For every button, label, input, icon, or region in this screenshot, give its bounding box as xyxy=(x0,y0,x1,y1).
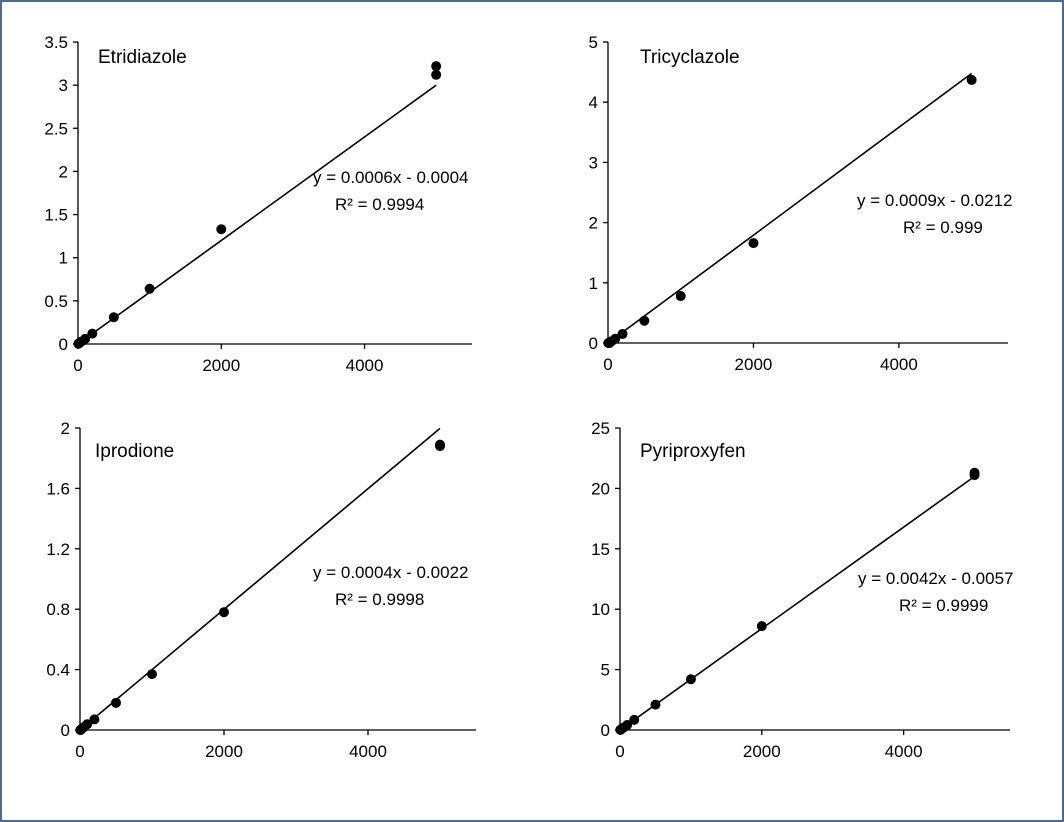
x-tick-label: 2000 xyxy=(202,356,240,375)
chart-title: Etridiazole xyxy=(98,47,187,68)
data-point xyxy=(617,328,628,339)
data-point xyxy=(685,674,696,685)
y-tick-label: 2.5 xyxy=(44,119,68,138)
x-tick-label: 4000 xyxy=(880,355,918,374)
data-points-layer xyxy=(615,467,980,735)
trendline-equation: y = 0.0009x - 0.0212 xyxy=(857,191,1012,210)
data-point xyxy=(216,224,227,235)
data-point xyxy=(147,669,157,680)
y-tick-label: 3 xyxy=(589,153,598,172)
chart-panel-tricyclazole: 0 1 2 3 4 5 0 2000 4000 Tricyclazole y = 0.0009x… xyxy=(589,33,1013,374)
y-tick-label: 15 xyxy=(591,540,610,559)
y-tick-label: 1.5 xyxy=(44,206,68,225)
trendline-layer xyxy=(79,427,441,731)
trendline-equation: y = 0.0004x - 0.0022 xyxy=(313,563,468,582)
y-tick-label: 0.5 xyxy=(44,292,68,311)
data-point xyxy=(650,699,661,710)
y-tick-label: 2 xyxy=(589,214,598,233)
data-point xyxy=(431,69,442,80)
y-tick-label: 0.4 xyxy=(46,661,70,680)
axes-layer: 0 0.5 1 1.5 2 2.5 3 3.5 0 2000 4000 xyxy=(44,33,472,375)
y-tick-label: 1.6 xyxy=(46,479,70,498)
y-tick-label: 2 xyxy=(59,162,68,181)
chart-title: Pyriproxyfen xyxy=(640,441,746,462)
y-tick-label: 5 xyxy=(601,661,610,680)
chart-panel-pyriproxyfen: 0 5 10 15 20 25 0 2000 4000 Pyriproxyfen y = 0.0… xyxy=(591,419,1013,761)
y-tick-label: 2 xyxy=(61,419,70,438)
r-squared-label: R² = 0.9998 xyxy=(335,590,424,609)
data-point xyxy=(219,607,229,618)
r-squared-label: R² = 0.999 xyxy=(903,218,983,237)
data-point xyxy=(966,74,977,85)
r-squared-label: R² = 0.9999 xyxy=(899,596,988,615)
data-point xyxy=(111,697,121,708)
y-tick-label: 1 xyxy=(59,249,68,268)
trendline-equation: y = 0.0042x - 0.0057 xyxy=(858,569,1013,588)
x-tick-label: 2000 xyxy=(735,355,773,374)
trendline xyxy=(79,427,441,731)
data-point xyxy=(969,467,980,478)
data-point xyxy=(435,439,445,450)
r-squared-label: R² = 0.9994 xyxy=(335,195,424,214)
trendline-layer xyxy=(607,72,973,344)
y-tick-label: 1 xyxy=(589,274,598,293)
y-tick-label: 4 xyxy=(589,93,598,112)
data-point xyxy=(622,720,633,731)
data-point xyxy=(89,714,100,725)
axes-layer: 0 1 2 3 4 5 0 2000 4000 xyxy=(589,33,1008,374)
data-point xyxy=(675,291,686,302)
y-tick-label: 0 xyxy=(589,334,598,353)
data-point xyxy=(80,333,91,344)
trendline-equation: y = 0.0006x - 0.0004 xyxy=(313,168,468,187)
data-point xyxy=(639,315,650,326)
axes-layer: 0 0.4 0.8 1.2 1.6 2 0 2000 4000 xyxy=(46,419,476,761)
data-point xyxy=(431,61,442,72)
chart-title: Tricyclazole xyxy=(640,47,740,68)
x-tick-label: 0 xyxy=(615,742,624,761)
x-tick-label: 2000 xyxy=(743,742,781,761)
trendline xyxy=(619,475,976,731)
data-point xyxy=(756,621,767,632)
y-tick-label: 20 xyxy=(591,479,610,498)
chart-panel-etridiazole: 0 0.5 1 1.5 2 2.5 3 3.5 0 2000 4000 Etridiazole y … xyxy=(44,33,472,375)
x-tick-label: 0 xyxy=(75,742,84,761)
y-tick-label: 3 xyxy=(59,76,68,95)
y-tick-label: 5 xyxy=(589,33,598,52)
x-tick-label: 0 xyxy=(603,355,612,374)
axes-layer: 0 5 10 15 20 25 0 2000 4000 xyxy=(591,419,1010,761)
data-points-layer xyxy=(73,61,442,349)
trendline-layer xyxy=(619,475,976,731)
data-point xyxy=(144,283,155,294)
trendline xyxy=(607,72,973,344)
y-tick-label: 0.8 xyxy=(46,600,70,619)
data-point xyxy=(748,238,759,249)
y-tick-label: 0 xyxy=(61,721,70,740)
y-tick-label: 0 xyxy=(59,335,68,354)
x-tick-label: 0 xyxy=(73,356,82,375)
x-tick-label: 4000 xyxy=(346,356,384,375)
y-tick-label: 3.5 xyxy=(44,33,68,52)
y-tick-label: 1.2 xyxy=(46,540,70,559)
y-tick-label: 10 xyxy=(591,600,610,619)
y-tick-label: 25 xyxy=(591,419,610,438)
trendline-layer xyxy=(77,84,437,345)
data-points-layer xyxy=(75,439,445,735)
data-point xyxy=(629,714,640,725)
y-tick-label: 0 xyxy=(601,721,610,740)
x-tick-label: 4000 xyxy=(349,742,387,761)
x-tick-label: 2000 xyxy=(205,742,243,761)
trendline xyxy=(77,84,437,345)
chart-title: Iprodione xyxy=(95,441,174,462)
data-point xyxy=(82,719,93,730)
data-point xyxy=(87,328,98,339)
x-tick-label: 4000 xyxy=(885,742,923,761)
chart-panel-iprodione: 0 0.4 0.8 1.2 1.6 2 0 2000 4000 Iprodione y = 0.… xyxy=(46,419,476,761)
data-point xyxy=(610,333,621,344)
data-points-layer xyxy=(603,74,977,348)
data-point xyxy=(108,312,119,323)
